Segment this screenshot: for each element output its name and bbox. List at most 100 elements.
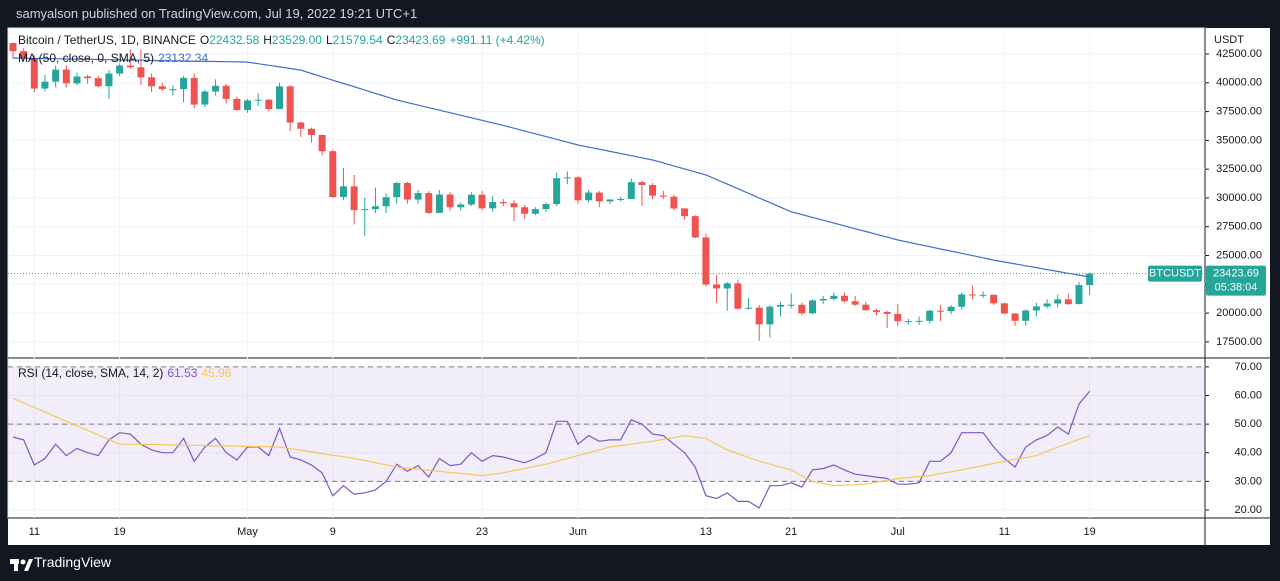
- x-tick-label: 11: [999, 526, 1010, 538]
- candle-body: [212, 85, 220, 92]
- candle-body: [180, 77, 188, 90]
- change-value: +991.11 (+4.42%): [449, 33, 545, 47]
- candle-body: [1054, 299, 1062, 304]
- candle-body: [371, 206, 379, 210]
- y-tick-label: 35000.00: [1216, 134, 1262, 146]
- x-tick-label: 19: [1084, 526, 1096, 538]
- candle-body: [681, 208, 689, 217]
- symbol-badge: [1148, 265, 1202, 282]
- brand-logo: [10, 559, 33, 571]
- candle-body: [563, 177, 571, 179]
- y-tick-label: 17500.00: [1216, 336, 1262, 348]
- candle-body: [1000, 303, 1008, 314]
- candle-body: [414, 193, 422, 200]
- x-tick-label: 11: [29, 526, 40, 538]
- y-tick-label: 20.00: [1234, 504, 1262, 516]
- candle-body: [169, 89, 177, 91]
- candle-body: [435, 194, 443, 213]
- candle-body: [1064, 299, 1072, 305]
- candle-body: [521, 207, 529, 214]
- candle-body: [617, 198, 625, 200]
- candle-body: [1022, 310, 1030, 321]
- candle-body: [276, 86, 283, 110]
- ohlc-key: H: [263, 33, 272, 47]
- candle-body: [1086, 273, 1094, 286]
- x-tick-label: 19: [113, 526, 125, 538]
- candle-body: [233, 98, 241, 111]
- y-tick-label: 32500.00: [1216, 163, 1262, 175]
- candle-body: [20, 51, 28, 59]
- candle-body: [936, 310, 944, 312]
- rsi-value: 45.96: [201, 366, 232, 380]
- chart-background: [8, 28, 1270, 545]
- symbol-badge-label: BTCUSDT: [1149, 268, 1201, 280]
- candle-body: [766, 306, 774, 325]
- candle-body: [265, 99, 273, 110]
- candle-body: [1043, 303, 1051, 307]
- candle-body: [148, 77, 156, 87]
- ohlc-value: 21579.54: [332, 33, 383, 47]
- candle-body: [649, 184, 657, 196]
- candle-body: [691, 216, 699, 238]
- ohlc-key: C: [386, 33, 396, 47]
- candle-body: [595, 192, 603, 202]
- candle-body: [745, 307, 753, 309]
- ohlc-value: 23529.00: [271, 33, 322, 47]
- candle-body: [30, 58, 38, 89]
- candle-body: [926, 310, 934, 321]
- y-tick-label: 40000.00: [1216, 77, 1262, 89]
- x-tick-label: Jun: [569, 526, 587, 538]
- candle-body: [105, 73, 113, 87]
- y-tick-label: 30000.00: [1216, 192, 1262, 204]
- candle-body: [947, 306, 955, 312]
- candle-body: [723, 283, 731, 289]
- candle-body: [958, 294, 966, 307]
- candle-body: [84, 76, 92, 79]
- price-badge: [1206, 265, 1266, 296]
- candle-body: [478, 194, 486, 209]
- x-tick-label: 13: [700, 526, 712, 538]
- candle-body: [979, 294, 987, 296]
- y-tick-label: 37500.00: [1216, 106, 1262, 118]
- ma-legend: MA (50, close, 0, SMA, 5) 23132.34: [18, 51, 212, 65]
- candle-body: [116, 65, 124, 74]
- footer-brand: TradingView: [34, 554, 112, 570]
- candle-body: [393, 182, 401, 198]
- y-tick-label: 70.00: [1234, 361, 1262, 373]
- candle-body: [872, 310, 880, 312]
- candle-body: [798, 304, 806, 314]
- price-legend: Bitcoin / TetherUS, 1D, BINANCE O22432.58…: [18, 33, 549, 47]
- candle-body: [968, 294, 976, 296]
- candle-body: [190, 77, 198, 105]
- candle-body: [382, 197, 390, 207]
- candle-body: [126, 65, 134, 68]
- candle-body: [510, 203, 518, 208]
- y-tick-label: 60.00: [1234, 389, 1262, 401]
- y-tick-label: 42500.00: [1216, 48, 1262, 60]
- ma-name: MA (50, close, 0, SMA, 5): [18, 51, 155, 65]
- rsi-legend: RSI (14, close, SMA, 14, 2) 61.53 45.96: [18, 366, 235, 380]
- candle-body: [158, 86, 166, 90]
- candle-body: [904, 321, 912, 323]
- y-tick-label: 25000.00: [1216, 249, 1262, 261]
- x-tick-label: 9: [330, 526, 336, 538]
- candle-body: [755, 307, 763, 325]
- candle-body: [809, 300, 816, 314]
- candle-body: [318, 134, 326, 152]
- y-tick-label: 30.00: [1234, 475, 1262, 487]
- candle-body: [990, 294, 998, 304]
- candle-body: [830, 295, 838, 299]
- candle-body: [713, 284, 721, 289]
- x-tick-label: Jul: [891, 526, 905, 538]
- y-tick-label: 27500.00: [1216, 221, 1262, 233]
- candle-body: [339, 186, 347, 198]
- publisher-text: samyalson published on TradingView.com, …: [16, 6, 418, 21]
- candle-body: [489, 201, 497, 209]
- candle-body: [542, 204, 550, 210]
- candle-body: [574, 177, 582, 201]
- x-tick-label: 21: [785, 526, 797, 538]
- candle-body: [531, 209, 539, 214]
- candle-body: [137, 67, 145, 78]
- ohlc-key: O: [199, 33, 210, 47]
